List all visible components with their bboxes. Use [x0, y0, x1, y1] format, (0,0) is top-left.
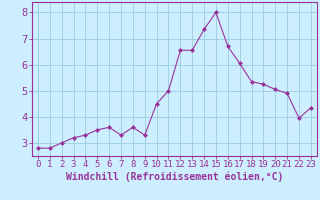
X-axis label: Windchill (Refroidissement éolien,°C): Windchill (Refroidissement éolien,°C)	[66, 172, 283, 182]
